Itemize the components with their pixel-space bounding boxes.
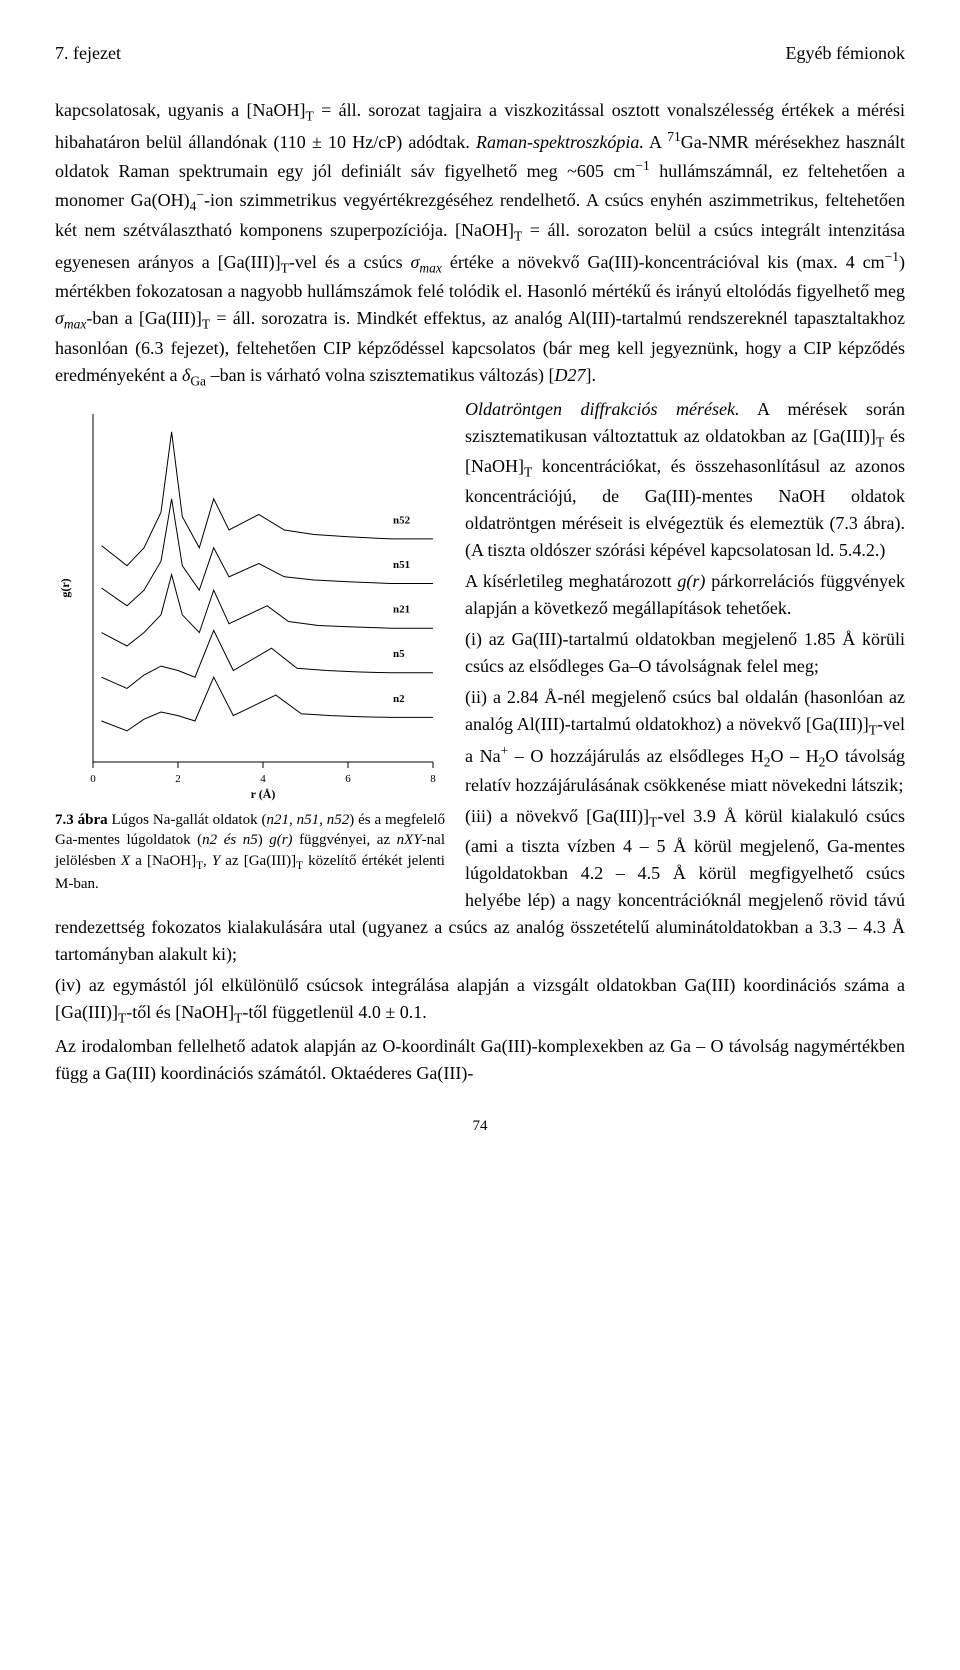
figure-caption: 7.3 ábra Lúgos Na-gallát oldatok (n21, n… <box>55 810 445 894</box>
svg-text:n5: n5 <box>393 648 405 660</box>
page-number: 74 <box>55 1115 905 1138</box>
svg-text:4: 4 <box>260 773 266 785</box>
body-para-8: Az irodalomban fellelhető adatok alapján… <box>55 1033 905 1087</box>
svg-text:2: 2 <box>175 773 181 785</box>
svg-text:n2: n2 <box>393 693 405 705</box>
svg-text:r (Å): r (Å) <box>251 787 276 801</box>
svg-text:n51: n51 <box>393 559 410 571</box>
svg-text:0: 0 <box>90 773 96 785</box>
svg-text:g(r): g(r) <box>58 578 72 597</box>
svg-text:8: 8 <box>430 773 436 785</box>
body-para-1: kapcsolatosak, ugyanis a [NaOH]T = áll. … <box>55 97 905 392</box>
figure-7-3: 0 2 4 6 8 g(r) r (Å) n52 n51 n21 n5 n2 7.3 ábra Lúg… <box>55 404 445 894</box>
body-para-7: (iv) az egymástól jól elkülönülő csúcsok… <box>55 972 905 1029</box>
chapter-label: 7. fejezet <box>55 40 121 67</box>
section-label: Egyéb fémionok <box>786 40 905 67</box>
svg-text:n52: n52 <box>393 514 411 526</box>
svg-text:n21: n21 <box>393 604 410 616</box>
page-header: 7. fejezet Egyéb fémionok <box>55 40 905 67</box>
svg-text:6: 6 <box>345 773 351 785</box>
figure-plot: 0 2 4 6 8 g(r) r (Å) n52 n51 n21 n5 n2 <box>55 404 445 804</box>
